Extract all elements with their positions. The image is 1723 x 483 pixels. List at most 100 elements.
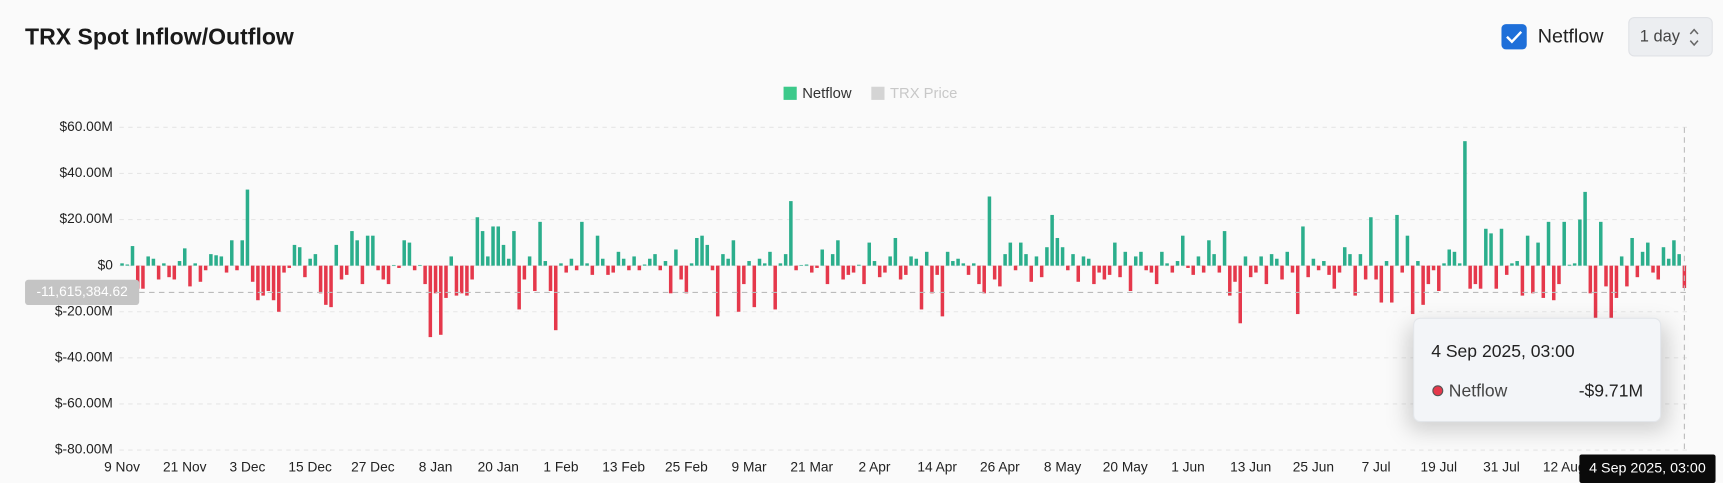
bar <box>1426 265 1431 285</box>
bar <box>339 265 344 280</box>
interval-select[interactable] <box>1628 17 1713 57</box>
bar <box>449 256 453 266</box>
bar <box>851 265 856 273</box>
bar <box>799 264 804 266</box>
bar <box>1107 265 1112 275</box>
bar <box>747 261 751 266</box>
bar <box>1092 265 1096 285</box>
bar <box>397 265 401 268</box>
x-tick-label: 13 Jun <box>1230 459 1271 474</box>
bar <box>444 265 448 298</box>
bar <box>1003 254 1007 266</box>
bar <box>642 264 647 266</box>
x-tick-label: 1 Feb <box>543 459 578 474</box>
bar <box>1510 263 1514 266</box>
bar <box>1118 265 1122 278</box>
crosshair-x-box <box>1579 454 1716 483</box>
bar <box>580 221 584 266</box>
x-tick-label: 25 Jun <box>1293 459 1334 474</box>
bar <box>1614 265 1619 298</box>
x-tick-label: 31 Jul <box>1483 459 1520 474</box>
bar <box>533 265 537 292</box>
bar <box>1071 254 1075 266</box>
bar <box>762 263 767 266</box>
bar <box>240 240 244 266</box>
x-tick-label: 7 Jul <box>1362 459 1391 474</box>
bar <box>1222 231 1227 266</box>
bar <box>543 261 548 266</box>
bar <box>512 231 516 266</box>
bar <box>1630 237 1634 266</box>
bar <box>428 265 433 338</box>
bar <box>517 265 521 310</box>
bar <box>585 263 589 266</box>
bar <box>182 248 187 266</box>
bar <box>491 226 495 266</box>
bar <box>1384 261 1389 266</box>
bar <box>1379 265 1384 303</box>
check-icon <box>1506 31 1523 44</box>
bar <box>1677 254 1681 266</box>
bar <box>992 265 997 280</box>
bar <box>344 265 349 275</box>
bar <box>1656 265 1661 280</box>
bar <box>235 265 239 271</box>
bar <box>1013 265 1018 271</box>
bar <box>1416 261 1420 266</box>
bar <box>1442 263 1446 266</box>
y-tick-label: $-40.00M <box>55 349 113 364</box>
bar <box>392 264 396 266</box>
bar <box>1452 251 1457 266</box>
tooltip <box>1413 317 1662 423</box>
tooltip-dot <box>1432 385 1444 397</box>
toggle-label[interactable]: Netflow <box>1538 26 1605 48</box>
bar <box>930 265 934 294</box>
bar <box>1034 256 1039 266</box>
bar <box>1358 254 1363 266</box>
bar <box>742 265 746 285</box>
bar <box>987 196 992 266</box>
bar <box>1201 265 1206 273</box>
bar <box>381 265 386 280</box>
bar <box>1484 228 1488 266</box>
bar <box>1342 247 1347 266</box>
checkbox[interactable] <box>1501 24 1527 50</box>
bar <box>130 246 135 266</box>
bar <box>433 265 438 294</box>
bar <box>914 258 919 266</box>
bar <box>1081 256 1086 266</box>
bar <box>951 261 955 266</box>
bar <box>1546 221 1551 266</box>
x-tick-label: 26 Apr <box>980 459 1020 474</box>
bar <box>1437 265 1441 292</box>
bar <box>329 265 333 308</box>
bar <box>559 263 563 266</box>
bar <box>1322 261 1326 266</box>
bar <box>162 263 166 266</box>
bar <box>574 265 579 271</box>
bar <box>836 240 840 266</box>
bar <box>956 258 960 266</box>
bar <box>261 265 265 296</box>
bar <box>1431 265 1436 271</box>
bar <box>277 265 281 312</box>
bar <box>867 242 872 266</box>
bar <box>825 265 830 285</box>
bar <box>1191 265 1195 275</box>
bar <box>324 265 328 305</box>
bar <box>1457 263 1462 266</box>
bar <box>658 265 662 271</box>
bar <box>1410 265 1415 315</box>
title: TRX Spot Inflow/Outflow <box>25 24 294 50</box>
bar <box>700 235 704 266</box>
bar <box>627 265 631 271</box>
bar <box>412 265 417 271</box>
bar <box>1625 265 1629 287</box>
bar <box>167 265 171 278</box>
bar <box>1337 265 1342 273</box>
bar <box>1666 258 1671 266</box>
bar <box>1275 258 1279 266</box>
bar <box>245 189 250 266</box>
bar <box>1525 235 1530 266</box>
